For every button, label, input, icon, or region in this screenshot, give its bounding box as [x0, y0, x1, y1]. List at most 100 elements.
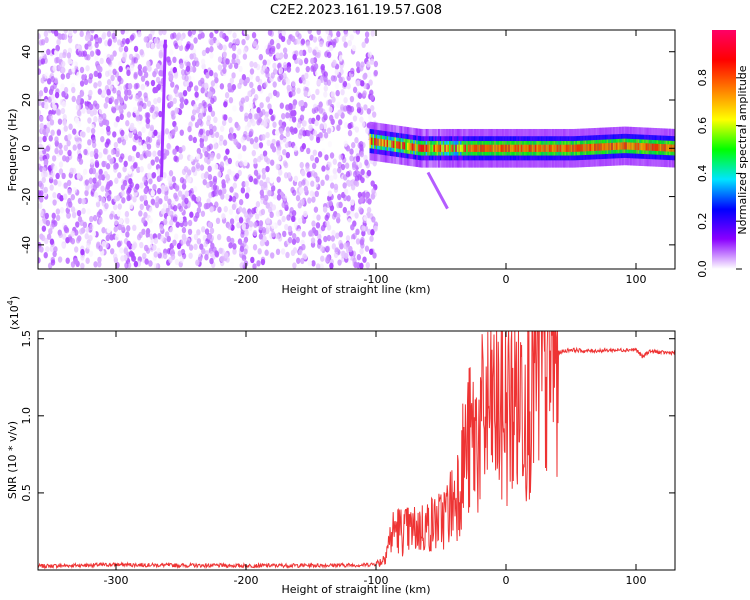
- noise-blob: [125, 217, 130, 225]
- signal-cell: [513, 144, 516, 152]
- streak-mark: [160, 39, 167, 178]
- noise-blob: [344, 162, 350, 169]
- noise-blob: [229, 261, 235, 269]
- noise-blob: [236, 222, 241, 229]
- noise-blob: [200, 87, 205, 94]
- noise-blob: [59, 195, 64, 202]
- signal-cell: [544, 144, 547, 152]
- noise-blob: [286, 66, 292, 73]
- noise-blob: [89, 215, 94, 223]
- noise-blob: [85, 242, 91, 250]
- noise-blob: [117, 203, 122, 210]
- noise-blob: [279, 52, 284, 59]
- noise-blob: [276, 154, 282, 161]
- noise-blob: [343, 140, 348, 147]
- noise-blob: [295, 66, 300, 73]
- noise-blob: [163, 194, 169, 202]
- noise-blob: [98, 108, 104, 115]
- noise-blob: [48, 113, 53, 121]
- signal-cell: [578, 144, 581, 152]
- noise-blob: [239, 160, 244, 167]
- noise-blob: [145, 122, 151, 129]
- noise-blob: [123, 94, 129, 102]
- noise-blob: [338, 230, 343, 238]
- noise-blob: [248, 73, 254, 80]
- noise-blob: [97, 88, 103, 95]
- noise-blob: [339, 104, 345, 111]
- signal-cell: [612, 142, 615, 151]
- noise-blob: [38, 257, 41, 264]
- signal-cell: [506, 144, 509, 152]
- noise-blob: [46, 48, 51, 56]
- noise-blob: [195, 153, 201, 160]
- noise-blob: [127, 83, 133, 90]
- noise-blob: [354, 180, 360, 187]
- noise-blob: [116, 241, 122, 248]
- noise-blob: [193, 233, 199, 241]
- signal-cell: [470, 144, 473, 152]
- noise-blob: [48, 88, 54, 96]
- noise-blob: [217, 171, 222, 178]
- signal-cell: [516, 144, 519, 152]
- noise-blob: [368, 114, 373, 121]
- noise-blob: [295, 194, 301, 202]
- noise-blob: [360, 80, 365, 87]
- noise-blob: [196, 229, 201, 236]
- noise-blob: [58, 52, 64, 59]
- noise-blob: [280, 35, 286, 43]
- noise-blob: [240, 97, 245, 104]
- noise-blob: [137, 131, 142, 138]
- noise-blob: [282, 72, 287, 80]
- noise-blob: [174, 107, 179, 114]
- noise-blob: [312, 213, 317, 220]
- noise-blob: [155, 62, 161, 70]
- noise-blob: [269, 159, 275, 166]
- noise-blob: [99, 128, 105, 135]
- noise-blob: [132, 144, 137, 152]
- noise-blob: [38, 245, 41, 253]
- noise-blob: [232, 243, 237, 250]
- noise-blob: [266, 59, 271, 66]
- noise-blob: [109, 158, 114, 165]
- noise-blob: [104, 148, 109, 155]
- noise-blob: [365, 127, 370, 134]
- noise-blob: [159, 65, 164, 72]
- noise-blob: [51, 155, 57, 162]
- signal-cell: [428, 144, 431, 152]
- noise-blob: [38, 163, 42, 170]
- noise-blob: [62, 33, 68, 40]
- noise-blob: [354, 175, 360, 182]
- signal-cell: [626, 142, 629, 150]
- noise-blob: [219, 31, 224, 38]
- noise-blob: [38, 136, 43, 143]
- noise-blob: [151, 262, 157, 269]
- noise-blob: [196, 118, 202, 125]
- noise-blob: [178, 146, 183, 154]
- noise-blob: [293, 145, 298, 152]
- noise-blob: [318, 132, 323, 139]
- snr-xtick-label: 100: [626, 574, 647, 587]
- noise-blob: [301, 179, 306, 186]
- noise-blob: [331, 229, 336, 237]
- snr-ytick-label: 0.5: [20, 484, 33, 502]
- noise-blob: [360, 168, 365, 176]
- noise-blob: [337, 109, 342, 116]
- noise-blob: [101, 89, 107, 96]
- noise-blob: [112, 203, 118, 211]
- signal-cell: [419, 144, 422, 152]
- noise-blob: [265, 176, 271, 184]
- noise-blob: [258, 220, 264, 227]
- chart-title: C2E2.2023.161.19.57.G08: [270, 3, 442, 18]
- noise-blob: [189, 155, 194, 162]
- noise-blob: [150, 198, 155, 205]
- noise-blob: [146, 143, 152, 150]
- noise-blob: [359, 196, 364, 203]
- noise-blob: [231, 53, 237, 60]
- signal-cell: [566, 144, 569, 152]
- noise-blob: [81, 198, 86, 205]
- noise-blob: [351, 161, 357, 168]
- signal-cell: [436, 144, 439, 152]
- noise-blob: [183, 98, 189, 105]
- noise-blob: [135, 183, 140, 190]
- signal-cell: [439, 144, 442, 152]
